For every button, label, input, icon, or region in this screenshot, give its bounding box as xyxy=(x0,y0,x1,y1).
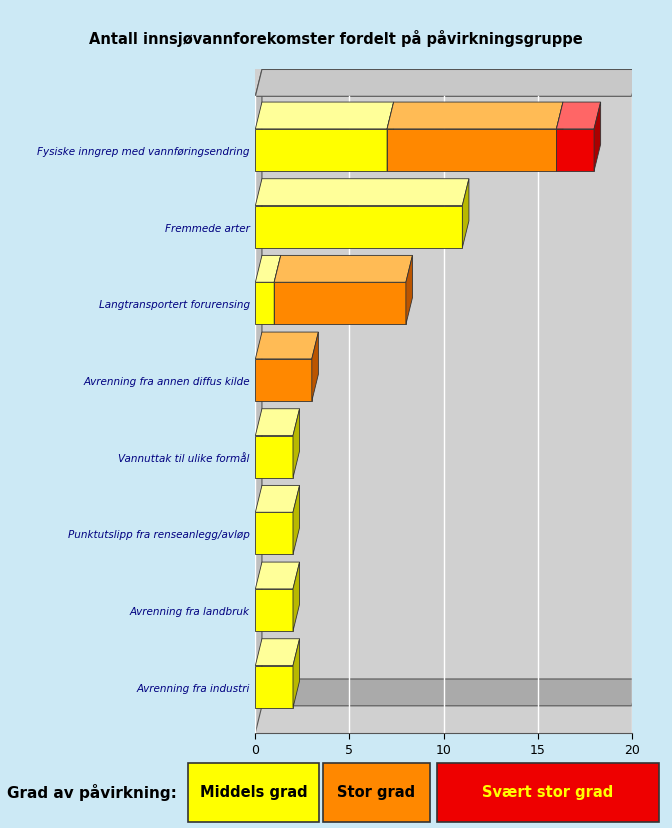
Polygon shape xyxy=(556,130,594,172)
Polygon shape xyxy=(255,256,281,283)
Polygon shape xyxy=(293,409,300,478)
Polygon shape xyxy=(556,103,601,130)
Polygon shape xyxy=(255,639,300,666)
FancyBboxPatch shape xyxy=(323,763,430,822)
Polygon shape xyxy=(556,103,563,172)
Text: Antall innsjøvannforekomster fordelt på påvirkningsgruppe: Antall innsjøvannforekomster fordelt på … xyxy=(89,31,583,47)
Text: Stor grad: Stor grad xyxy=(337,784,415,799)
Polygon shape xyxy=(255,409,300,436)
Polygon shape xyxy=(274,283,406,325)
Polygon shape xyxy=(255,103,394,130)
Text: Svært stor grad: Svært stor grad xyxy=(482,784,614,799)
Polygon shape xyxy=(255,562,300,590)
Polygon shape xyxy=(255,436,293,478)
Polygon shape xyxy=(293,562,300,631)
Polygon shape xyxy=(255,679,638,706)
Polygon shape xyxy=(387,103,394,172)
Polygon shape xyxy=(406,256,413,325)
Polygon shape xyxy=(312,333,319,402)
Polygon shape xyxy=(255,513,293,555)
Polygon shape xyxy=(255,359,312,402)
Polygon shape xyxy=(293,639,300,708)
Polygon shape xyxy=(293,486,300,555)
FancyBboxPatch shape xyxy=(437,763,659,822)
Polygon shape xyxy=(255,333,319,359)
Polygon shape xyxy=(255,666,293,708)
Polygon shape xyxy=(255,590,293,631)
Polygon shape xyxy=(462,180,469,248)
Polygon shape xyxy=(255,486,300,513)
Polygon shape xyxy=(387,130,556,172)
Text: Middels grad: Middels grad xyxy=(200,784,308,799)
Polygon shape xyxy=(255,180,469,206)
Polygon shape xyxy=(387,103,563,130)
Text: Grad av påvirkning:: Grad av påvirkning: xyxy=(7,783,177,800)
Polygon shape xyxy=(255,206,462,248)
Polygon shape xyxy=(255,70,262,733)
Polygon shape xyxy=(255,283,274,325)
Polygon shape xyxy=(274,256,281,325)
FancyBboxPatch shape xyxy=(188,763,319,822)
Polygon shape xyxy=(274,256,413,283)
Polygon shape xyxy=(255,130,387,172)
Polygon shape xyxy=(594,103,601,172)
Polygon shape xyxy=(255,70,638,97)
